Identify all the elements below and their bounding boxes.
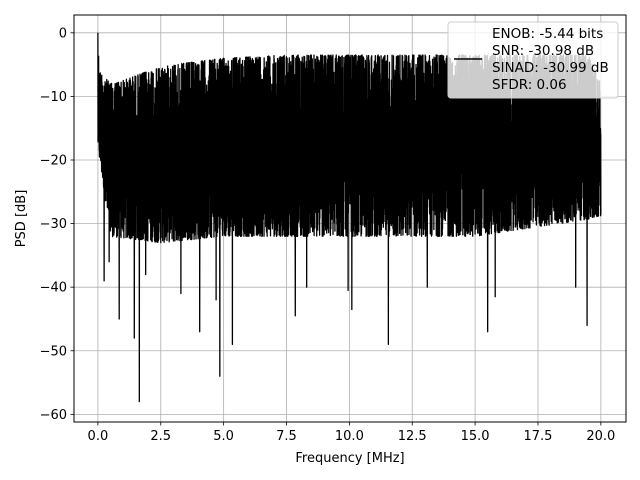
y-axis-ticks: 0 −10 −20 −30 −40 −50 −60 (40, 26, 74, 423)
x-tick-label: 15.0 (461, 429, 490, 444)
legend-entry-enob: ENOB: -5.44 bits (492, 26, 603, 42)
legend-entry-sinad: SINAD: -30.99 dB (492, 60, 609, 76)
x-tick-label: 7.5 (276, 429, 297, 444)
y-tick-label: −60 (40, 408, 67, 423)
legend-entry-snr: SNR: -30.98 dB (492, 43, 594, 59)
x-tick-label: 0.0 (88, 429, 109, 444)
x-tick-label: 5.0 (213, 429, 234, 444)
psd-series-line (97, 32, 602, 403)
x-tick-label: 12.5 (398, 429, 427, 444)
x-tick-label: 20.0 (586, 429, 615, 444)
plot-frame (73, 14, 627, 423)
y-tick-label: −40 (40, 281, 67, 296)
y-tick-label: −30 (40, 217, 67, 232)
y-tick-label: −50 (40, 344, 67, 359)
x-tick-label: 2.5 (150, 429, 171, 444)
y-tick-label: −20 (40, 153, 67, 168)
legend: ENOB: -5.44 bits SNR: -30.98 dB SINAD: -… (447, 21, 619, 99)
x-axis-ticks: 0.0 2.5 5.0 7.5 10.0 12.5 15.0 17.5 20.0 (88, 422, 615, 444)
x-tick-label: 17.5 (524, 429, 553, 444)
legend-entry-sfdr: SFDR: 0.06 (492, 77, 567, 93)
x-axis-label: Frequency [MHz] (295, 451, 404, 466)
x-tick-label: 10.0 (335, 429, 364, 444)
series-layer (97, 32, 602, 403)
y-tick-label: −10 (40, 90, 67, 105)
legend-box (447, 21, 619, 99)
y-axis-label: PSD [dB] (14, 190, 29, 248)
y-tick-label: 0 (59, 26, 67, 41)
